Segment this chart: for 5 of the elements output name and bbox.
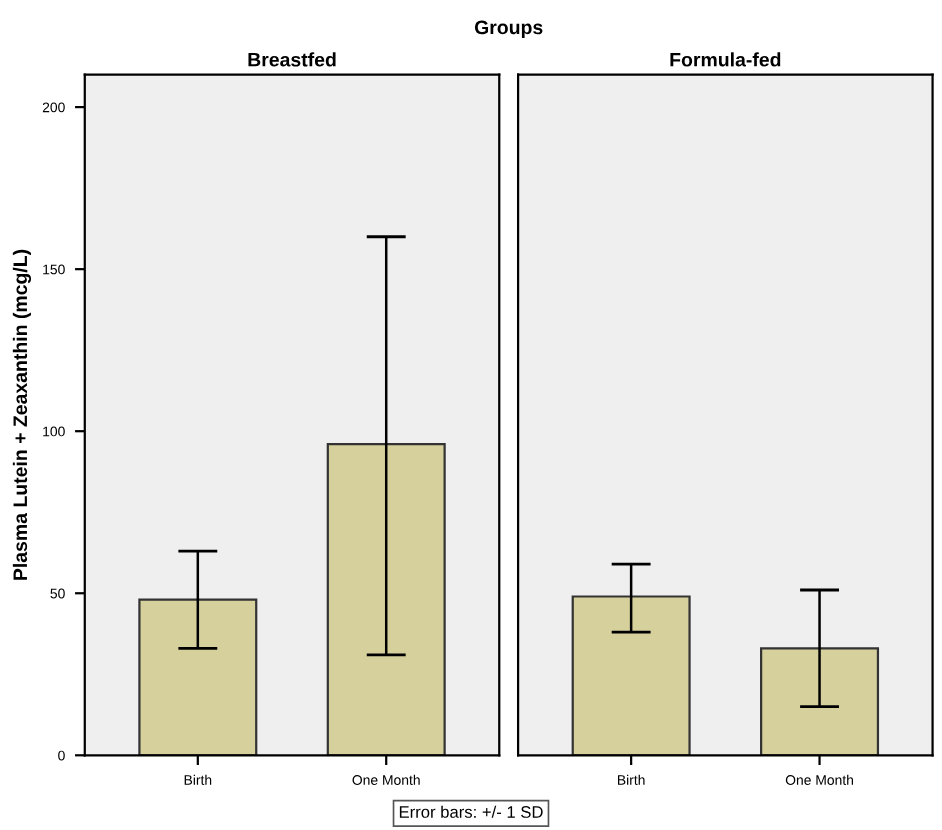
chart-title: Formula-fed xyxy=(670,52,781,67)
chart-title: Breastfed xyxy=(248,52,336,67)
text: Error bars: +/- 1 SD xyxy=(399,805,543,818)
y-axis-title: Plasma Lutein + Zeaxanthin (mcg/L) xyxy=(12,249,32,580)
text: Groups xyxy=(474,20,543,39)
